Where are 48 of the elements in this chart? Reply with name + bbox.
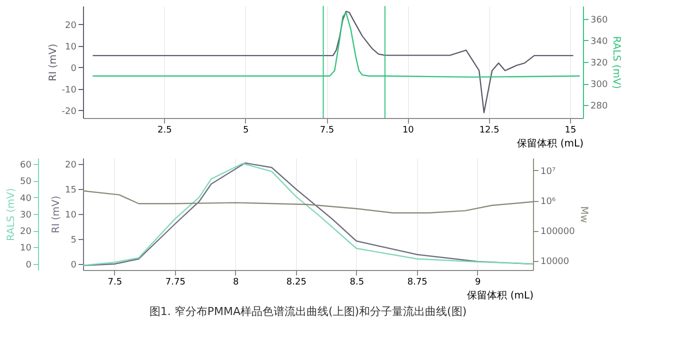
x-tick-label: 7.75 bbox=[165, 278, 186, 288]
y-tick-label: 15 bbox=[65, 186, 76, 196]
y-tick-label: -20 bbox=[62, 106, 77, 117]
y-tick-label: 0 bbox=[70, 64, 77, 74]
x-tick-label: 9 bbox=[474, 278, 481, 288]
y2-tick-label: 10000 bbox=[540, 257, 570, 268]
y3-axis-title: RALS (mV) bbox=[6, 188, 18, 241]
x-tick-label: 2.5 bbox=[158, 126, 172, 136]
y3-tick-label: 10 bbox=[20, 244, 32, 254]
x-tick-label: 8.5 bbox=[350, 278, 364, 288]
y3-tick-label: 30 bbox=[20, 210, 32, 220]
y2-tick-label: 10⁶ bbox=[540, 197, 556, 208]
x-tick-label: 8.25 bbox=[286, 278, 306, 288]
x-tick-label: 7.5 bbox=[108, 278, 122, 288]
x-tick-label: 5 bbox=[242, 126, 249, 136]
y2-tick-label: 360 bbox=[590, 15, 608, 26]
x-tick-label: 7.5 bbox=[320, 126, 334, 136]
x-axis-title: 保留体积 (mL) bbox=[467, 290, 534, 302]
y-tick-label: 5 bbox=[70, 236, 76, 246]
x-axis-title: 保留体积 (mL) bbox=[517, 138, 584, 150]
y2-tick-label: 320 bbox=[590, 58, 608, 68]
y2-tick-label: 300 bbox=[590, 80, 608, 90]
y-tick-label: 20 bbox=[65, 20, 77, 31]
x-tick-label: 8 bbox=[233, 278, 240, 288]
x-tick-label: 10 bbox=[402, 126, 414, 136]
y3-tick-label: 0 bbox=[26, 260, 32, 270]
y-axis-title: RI (mV) bbox=[48, 44, 59, 82]
y3-tick-label: 50 bbox=[20, 177, 32, 188]
y2-tick-label: 280 bbox=[590, 102, 608, 112]
x-tick-label: 12.5 bbox=[479, 126, 500, 136]
caption: 图1. 窄分布PMMA样品色谱流出曲线(上图)和分子量流出曲线(图) bbox=[149, 305, 467, 318]
y2-tick-label: 100000 bbox=[540, 227, 576, 238]
y2-tick-label: 10⁷ bbox=[540, 166, 556, 177]
y-tick-label: -10 bbox=[62, 85, 77, 96]
y2-tick-label: 340 bbox=[590, 36, 608, 47]
y-tick-label: 10 bbox=[65, 210, 77, 220]
x-tick-label: 8.75 bbox=[407, 278, 428, 288]
y2-axis-title: Mw bbox=[578, 206, 589, 223]
y-axis-title: RI (mV) bbox=[51, 196, 62, 234]
y-tick-label: 10 bbox=[65, 42, 77, 52]
line-series bbox=[92, 10, 574, 114]
y-tick-label: 20 bbox=[65, 160, 77, 170]
y3-tick-label: 40 bbox=[20, 194, 32, 204]
y3-tick-label: 60 bbox=[20, 160, 32, 170]
y-tick-label: 0 bbox=[70, 260, 77, 270]
x-tick-label: 15 bbox=[564, 126, 576, 136]
y3-tick-label: 20 bbox=[20, 227, 32, 238]
y2-axis-title: RALS (mV) bbox=[610, 36, 622, 90]
